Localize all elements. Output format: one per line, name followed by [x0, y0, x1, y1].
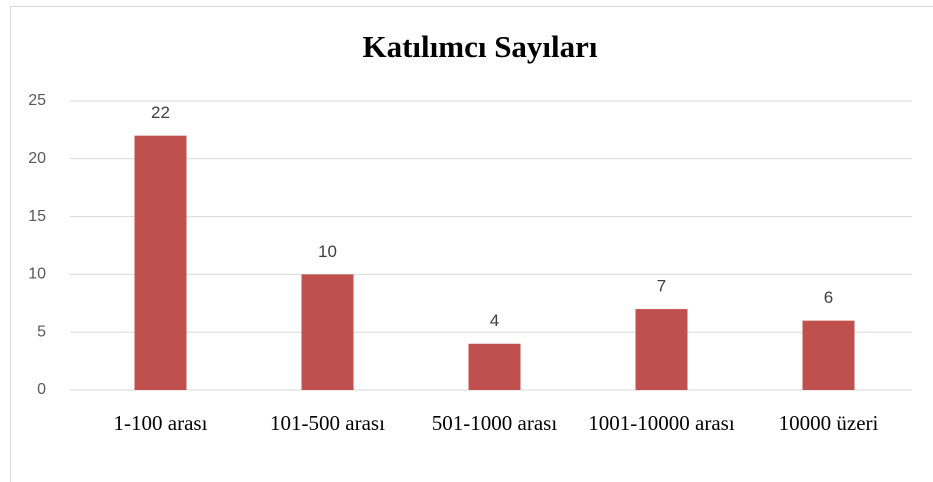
bar — [635, 309, 688, 390]
data-label: 10 — [318, 242, 337, 261]
y-tick-label: 15 — [28, 208, 46, 225]
data-label: 4 — [490, 311, 499, 330]
y-tick-label: 20 — [28, 150, 46, 167]
bar — [802, 320, 855, 390]
data-label: 6 — [824, 288, 833, 307]
bar — [468, 343, 521, 390]
chart-frame — [10, 6, 933, 482]
data-label: 22 — [151, 103, 170, 122]
data-label: 7 — [657, 277, 666, 296]
x-tick-label: 101-500 arası — [270, 411, 385, 435]
y-tick-label: 0 — [37, 381, 46, 398]
y-tick-label: 25 — [28, 92, 46, 109]
x-tick-label: 1-100 arası — [113, 411, 208, 435]
y-tick-label: 10 — [28, 266, 46, 283]
x-tick-label: 10000 üzeri — [778, 411, 879, 435]
x-tick-label: 1001-10000 arası — [588, 411, 735, 435]
y-tick-label: 5 — [37, 323, 46, 340]
bar — [134, 135, 187, 390]
bar — [301, 274, 354, 390]
x-tick-label: 501-1000 arası — [431, 411, 558, 435]
chart-title: Katılımcı Sayıları — [362, 29, 597, 64]
